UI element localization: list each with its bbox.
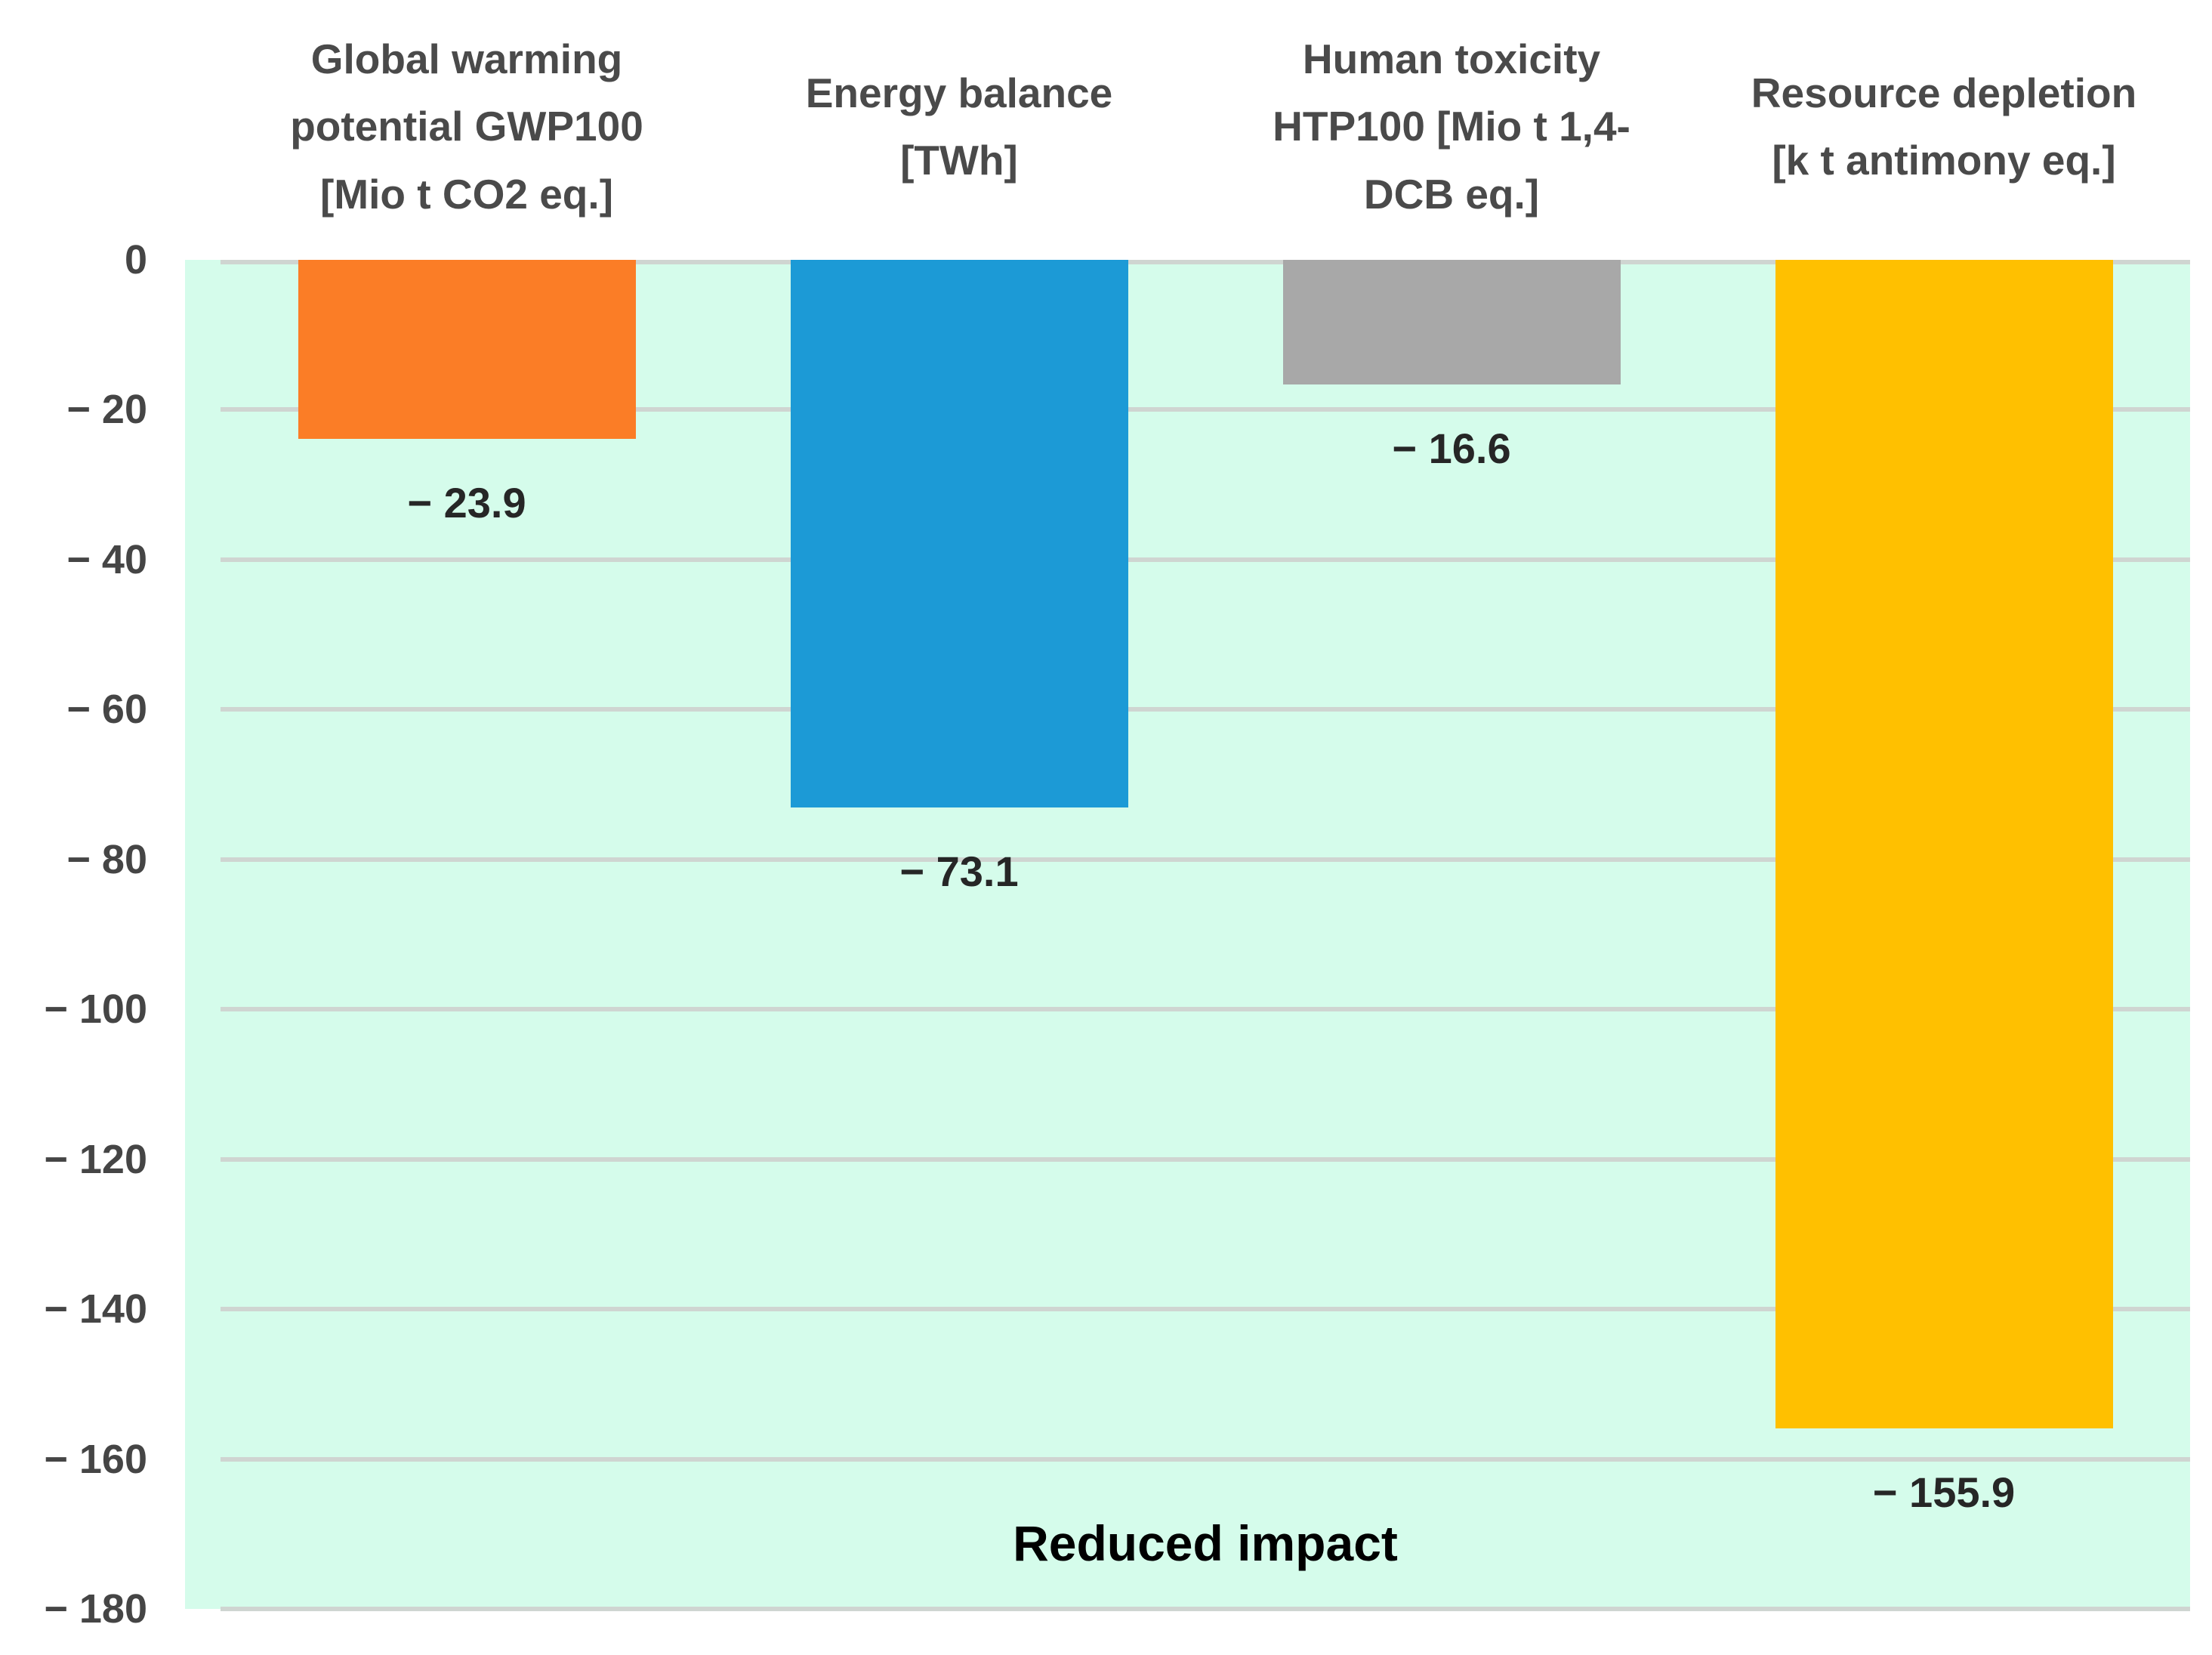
category-header-text: Global warming potential GWP100 [Mio t C… bbox=[290, 36, 643, 218]
category-header-text: Resource depletion [k t antimony eq.] bbox=[1751, 69, 2137, 184]
y-tick-label: − 160 bbox=[44, 1437, 147, 1482]
y-tick-label: − 120 bbox=[44, 1137, 147, 1182]
bar bbox=[791, 260, 1128, 807]
gridline bbox=[221, 407, 2190, 412]
gridline bbox=[221, 1157, 2190, 1162]
bar bbox=[1775, 260, 2113, 1428]
bar-value-label: − 16.6 bbox=[1392, 425, 1511, 472]
category-headers: Global warming potential GWP100 [Mio t C… bbox=[221, 6, 2190, 248]
category-header: Energy balance [TWh] bbox=[713, 6, 1205, 248]
reduced-impact-label: Reduced impact bbox=[1013, 1515, 1398, 1571]
bar-value-label: − 155.9 bbox=[1872, 1468, 2016, 1516]
gridline bbox=[221, 1307, 2190, 1311]
gridline bbox=[221, 1007, 2190, 1011]
bar bbox=[1283, 260, 1621, 384]
gridline bbox=[221, 557, 2190, 562]
y-tick-label: − 140 bbox=[44, 1286, 147, 1332]
gridline bbox=[221, 1607, 2190, 1611]
bar-value-label: − 73.1 bbox=[899, 848, 1019, 895]
gridline bbox=[221, 1457, 2190, 1462]
category-header: Resource depletion [k t antimony eq.] bbox=[1698, 6, 2190, 248]
bar-value-label: − 23.9 bbox=[407, 479, 526, 526]
y-tick-label: − 80 bbox=[66, 837, 147, 882]
y-tick-label: − 40 bbox=[66, 537, 147, 582]
category-header: Human toxicity HTP100 [Mio t 1,4- DCB eq… bbox=[1205, 6, 1698, 248]
category-header-text: Human toxicity HTP100 [Mio t 1,4- DCB eq… bbox=[1273, 36, 1630, 218]
y-tick-label: 0 bbox=[124, 237, 147, 283]
y-tick-label: − 60 bbox=[66, 687, 147, 732]
y-tick-label: − 100 bbox=[44, 987, 147, 1032]
gridline bbox=[221, 260, 2190, 264]
y-tick-label: − 20 bbox=[66, 387, 147, 432]
gridline bbox=[221, 857, 2190, 862]
category-header-text: Energy balance [TWh] bbox=[805, 69, 1113, 184]
gridline bbox=[221, 707, 2190, 712]
bar bbox=[298, 260, 636, 439]
y-tick-label: − 180 bbox=[44, 1586, 147, 1632]
category-header: Global warming potential GWP100 [Mio t C… bbox=[221, 6, 713, 248]
